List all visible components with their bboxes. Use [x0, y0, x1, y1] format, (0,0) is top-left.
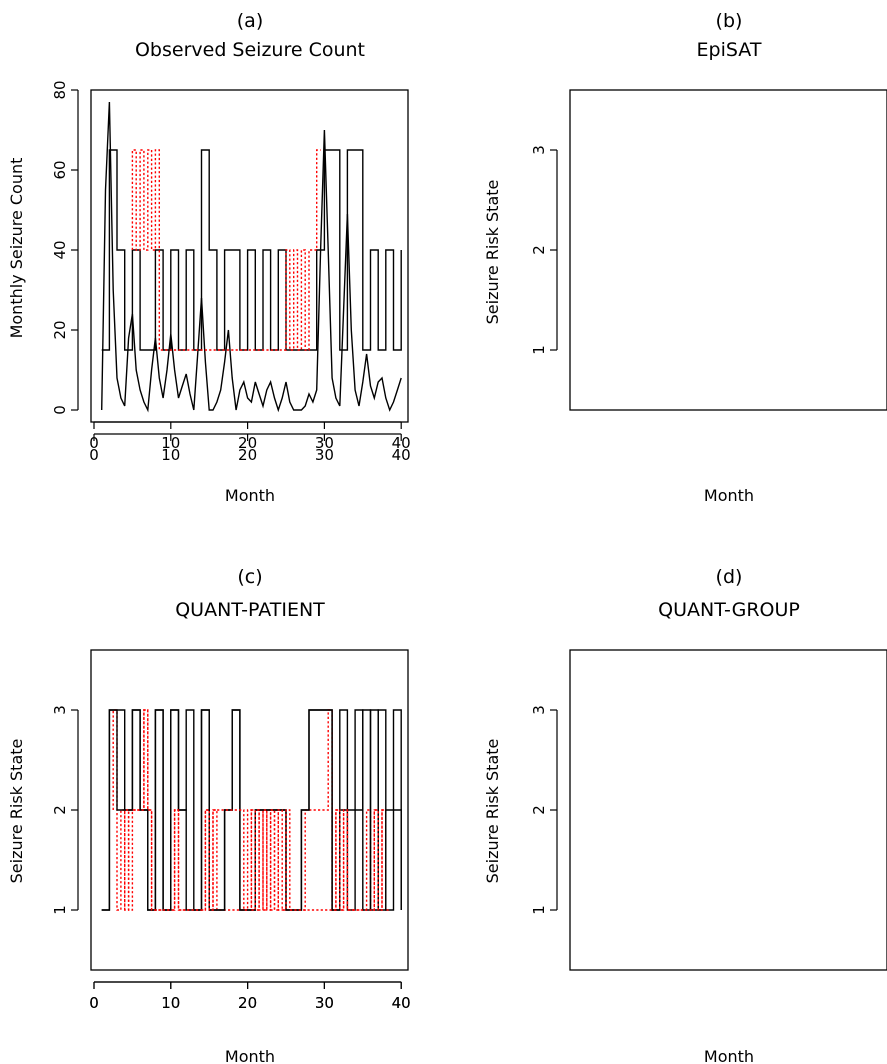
panel-c-y-tick-label: 1 [51, 905, 69, 915]
panel-b-y-label: Seizure Risk State [483, 180, 502, 325]
panel-c-x-tick-label: 10 [161, 994, 180, 1012]
panel-d-x-label: Month [704, 1047, 754, 1064]
panel-d-y-tick-label: 2 [530, 805, 548, 815]
panel-a-x-tick-label: 0 [89, 446, 99, 464]
panel-a-label: (a) [237, 10, 263, 32]
panel-b-x-tick-label: 0 [89, 434, 99, 452]
panel-c-x-tick-label: 40 [392, 994, 411, 1012]
panel-c-y-label: Seizure Risk State [7, 739, 26, 884]
panel-b-dotted-series-line [131, 149, 321, 351]
panel-b-y-tick-label: 1 [530, 345, 548, 355]
panel-a-y-tick-label: 20 [51, 320, 69, 339]
panel-c-x-tick-label: 30 [315, 994, 334, 1012]
panel-b-x-tick-label: 10 [161, 434, 180, 452]
panel-a-x-label: Month [225, 486, 275, 505]
panel-d-y-tick-label: 3 [530, 705, 548, 715]
panel-b-plot: 0 10 20 30 40 1 2 3 [89, 89, 887, 452]
panel-a-y-label: Monthly Seizure Count [7, 158, 26, 339]
panel-a-y-tick-label: 0 [51, 405, 69, 415]
panel-b-series-line [101, 149, 402, 351]
panel-d-y-tick-label: 1 [530, 905, 548, 915]
panel-b-x-tick-label: 20 [238, 434, 257, 452]
panel-d-title: QUANT-GROUP [658, 599, 800, 621]
panel-b-y-tick-label: 2 [530, 245, 548, 255]
panel-b: (b) EpiSAT Seizure Risk State Month 0 10 2… [89, 10, 887, 505]
panel-c-title: QUANT-PATIENT [175, 599, 325, 621]
panel-c-plot-frame [90, 649, 409, 971]
panel-a-x-tick-label: 10 [161, 446, 180, 464]
panel-d-label: (d) [716, 566, 743, 588]
panel-b-label: (b) [716, 10, 743, 32]
panel-a-y-tick-label: 40 [51, 240, 69, 259]
panel-b-title: EpiSAT [697, 39, 762, 61]
panel-d-x-tick-label: 20 [238, 994, 257, 1012]
panel-c-label: (c) [237, 566, 262, 588]
panel-a-x-tick-label: 30 [315, 446, 334, 464]
panel-a-series-line [101, 101, 402, 413]
panel-d-x-tick-label: 30 [315, 994, 334, 1012]
panel-b-y-tick-label: 3 [530, 145, 548, 155]
panel-b-x-tick-label: 30 [315, 434, 334, 452]
panel-d-x-tick-label: 0 [89, 994, 99, 1012]
panel-b-x-tick-label: 40 [392, 434, 411, 452]
panel-a-y-tick-label: 80 [51, 80, 69, 99]
panel-d-plot: 0 10 20 30 40 1 2 3 [89, 649, 887, 1012]
panel-a-y-tick-label: 60 [51, 160, 69, 179]
panel-d-y-label: Seizure Risk State [483, 739, 502, 884]
panel-c-x-tick-label: 0 [89, 994, 99, 1012]
panel-b-plot-frame [569, 89, 887, 411]
panel-d-plot-frame [569, 649, 887, 971]
panel-a-x-tick-label: 40 [392, 446, 411, 464]
panel-c-x-tick-label: 20 [238, 994, 257, 1012]
panel-d: (d) QUANT-GROUP Seizure Risk State Month… [89, 566, 887, 1064]
panel-c-x-label: Month [225, 1047, 275, 1064]
panel-a-title: Observed Seizure Count [135, 39, 365, 61]
panel-b-x-label: Month [704, 486, 754, 505]
panel-a-plot: 0 10 20 30 40 0 20 40 60 80 [51, 80, 411, 464]
panel-d-x-tick-label: 40 [392, 994, 411, 1012]
panel-a: (a) Observed Seizure Count Monthly Seizu… [7, 10, 411, 505]
panel-d-x-tick-label: 10 [161, 994, 180, 1012]
panel-a-x-tick-label: 20 [238, 446, 257, 464]
panel-c-y-tick-label: 3 [51, 705, 69, 715]
panel-c-y-tick-label: 2 [51, 805, 69, 815]
